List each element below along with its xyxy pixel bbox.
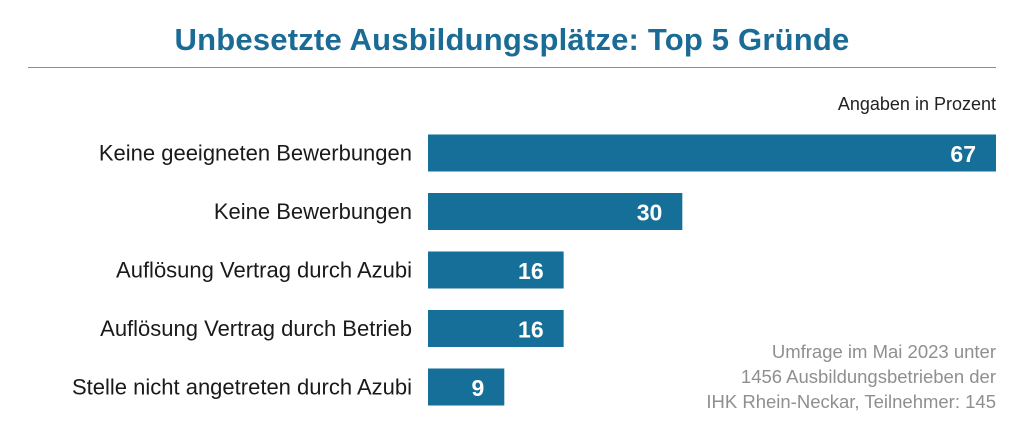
category-label: Auflösung Vertrag durch Betrieb <box>100 316 412 341</box>
chart-title: Unbesetzte Ausbildungsplätze: Top 5 Grün… <box>174 22 850 57</box>
bar <box>428 134 996 172</box>
category-label: Stelle nicht angetreten durch Azubi <box>72 375 412 400</box>
category-label: Keine Bewerbungen <box>214 199 412 224</box>
bar <box>428 310 564 347</box>
footnote-line-1: Umfrage im Mai 2023 unter <box>771 341 996 362</box>
title-divider <box>28 67 996 68</box>
category-label: Auflösung Vertrag durch Azubi <box>116 258 412 283</box>
footnote-line-3: IHK Rhein-Neckar, Teilnehmer: 145 <box>706 391 996 412</box>
category-label: Keine geeigneten Bewerbungen <box>99 141 412 166</box>
unit-note: Angaben in Prozent <box>837 94 996 114</box>
value-label: 67 <box>950 141 976 167</box>
survey-footnote: Umfrage im Mai 2023 unter 1456 Ausbildun… <box>706 339 996 414</box>
bar <box>428 368 505 406</box>
value-label: 16 <box>518 317 544 343</box>
value-label: 9 <box>472 375 485 401</box>
bar <box>428 251 564 289</box>
value-label: 30 <box>637 200 663 226</box>
value-label: 16 <box>518 258 544 284</box>
bar <box>428 193 683 230</box>
footnote-line-2: 1456 Ausbildungsbetrieben der <box>740 366 996 387</box>
